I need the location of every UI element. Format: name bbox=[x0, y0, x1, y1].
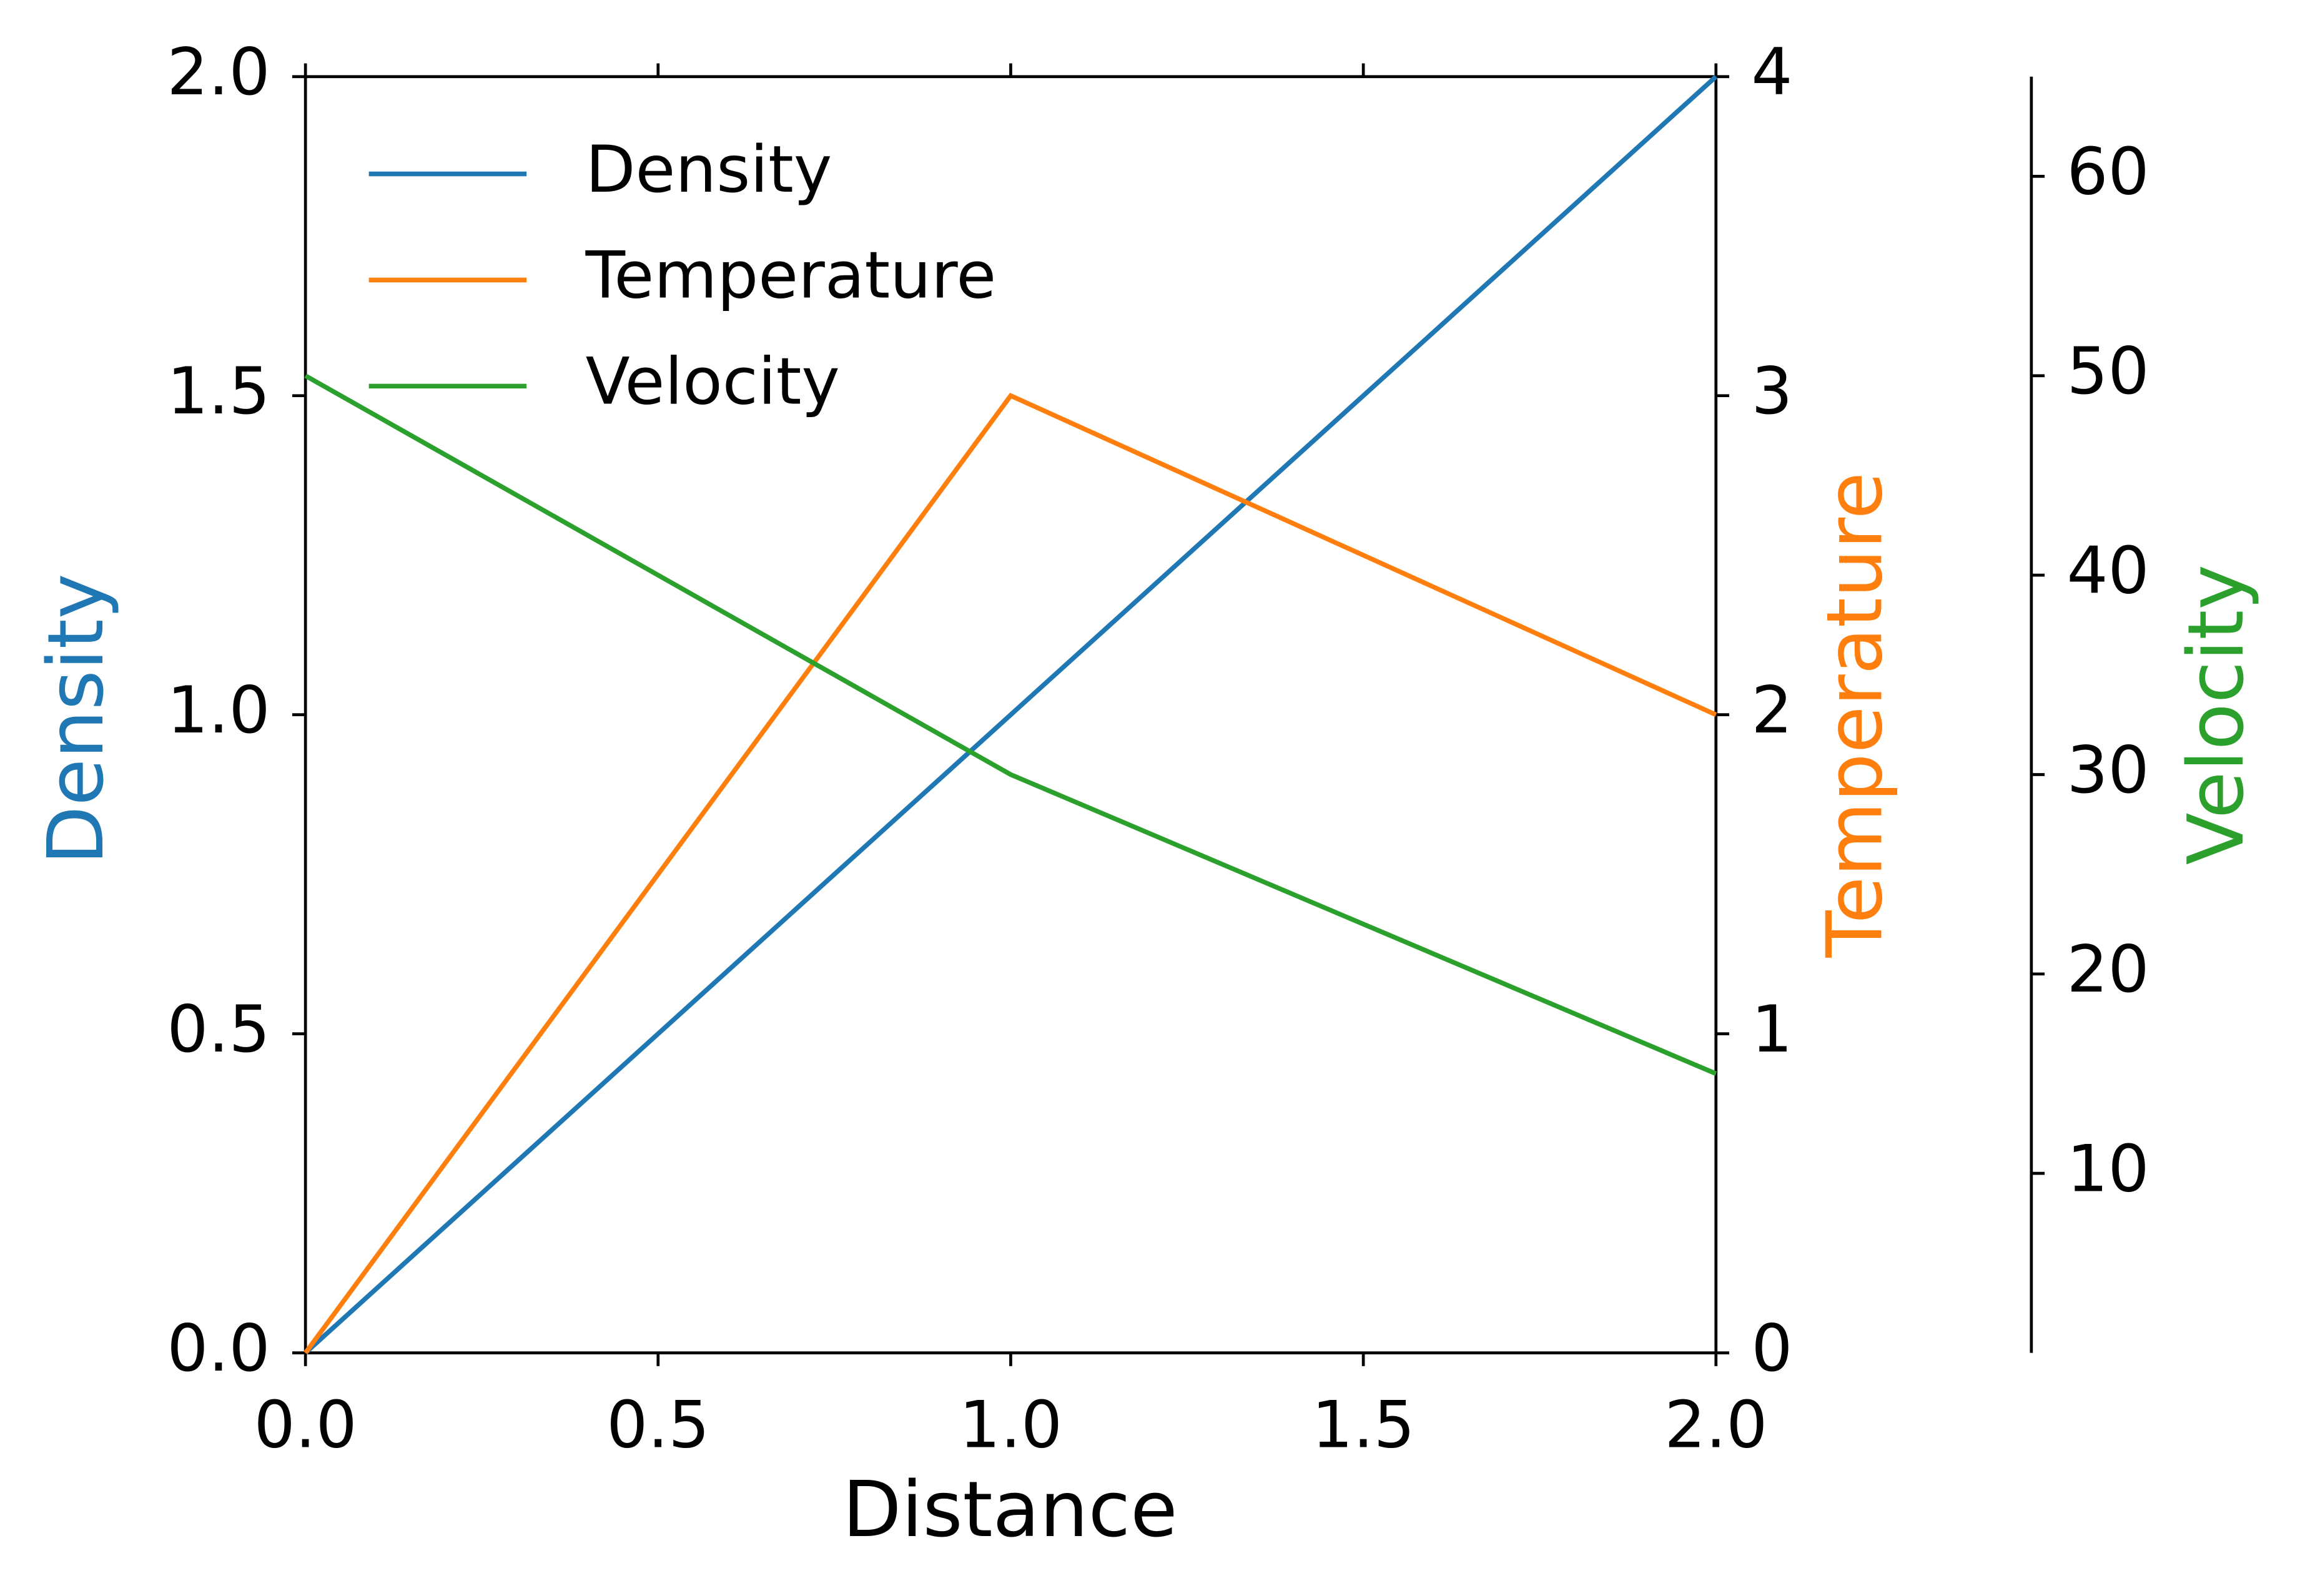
y2-tick-label: 2 bbox=[1751, 673, 1792, 748]
y3-tick-label: 30 bbox=[2066, 733, 2149, 808]
y3-axis-label: Velocity bbox=[2171, 564, 2261, 865]
legend-label: Temperature bbox=[585, 239, 997, 313]
y-tick-label: 1.0 bbox=[167, 673, 270, 748]
y2-tick-label: 3 bbox=[1751, 354, 1792, 429]
y2-axis-label: Temperature bbox=[1810, 472, 1900, 958]
y2-tick-label: 4 bbox=[1751, 35, 1792, 110]
x-tick-label: 0.5 bbox=[606, 1388, 709, 1463]
y3-tick-label: 40 bbox=[2066, 533, 2149, 608]
y3-tick-label: 50 bbox=[2066, 334, 2149, 409]
y2-tick-label: 1 bbox=[1751, 992, 1792, 1067]
y-tick-label: 0.5 bbox=[167, 992, 270, 1067]
x-axis-label: Distance bbox=[842, 1465, 1178, 1554]
y2-tick-label: 0 bbox=[1751, 1311, 1792, 1386]
y3-tick-label: 10 bbox=[2066, 1131, 2149, 1206]
x-tick-label: 2.0 bbox=[1664, 1388, 1767, 1463]
y-axis-label: Density bbox=[31, 573, 121, 865]
series-line bbox=[304, 392, 1717, 1354]
y-tick-label: 2.0 bbox=[167, 35, 270, 110]
y3-tick-label: 60 bbox=[2066, 135, 2149, 210]
x-tick-label: 1.5 bbox=[1312, 1388, 1415, 1463]
x-tick-label: 1.0 bbox=[959, 1388, 1062, 1463]
series-line bbox=[304, 74, 1718, 1355]
legend-label: Density bbox=[586, 132, 832, 207]
x-tick-label: 0.0 bbox=[254, 1388, 357, 1463]
y-tick-label: 0.0 bbox=[167, 1311, 270, 1386]
legend-label: Velocity bbox=[586, 345, 840, 420]
series-line bbox=[304, 373, 1717, 1076]
y-tick-label: 1.5 bbox=[167, 354, 270, 429]
y3-tick-label: 20 bbox=[2066, 932, 2149, 1007]
